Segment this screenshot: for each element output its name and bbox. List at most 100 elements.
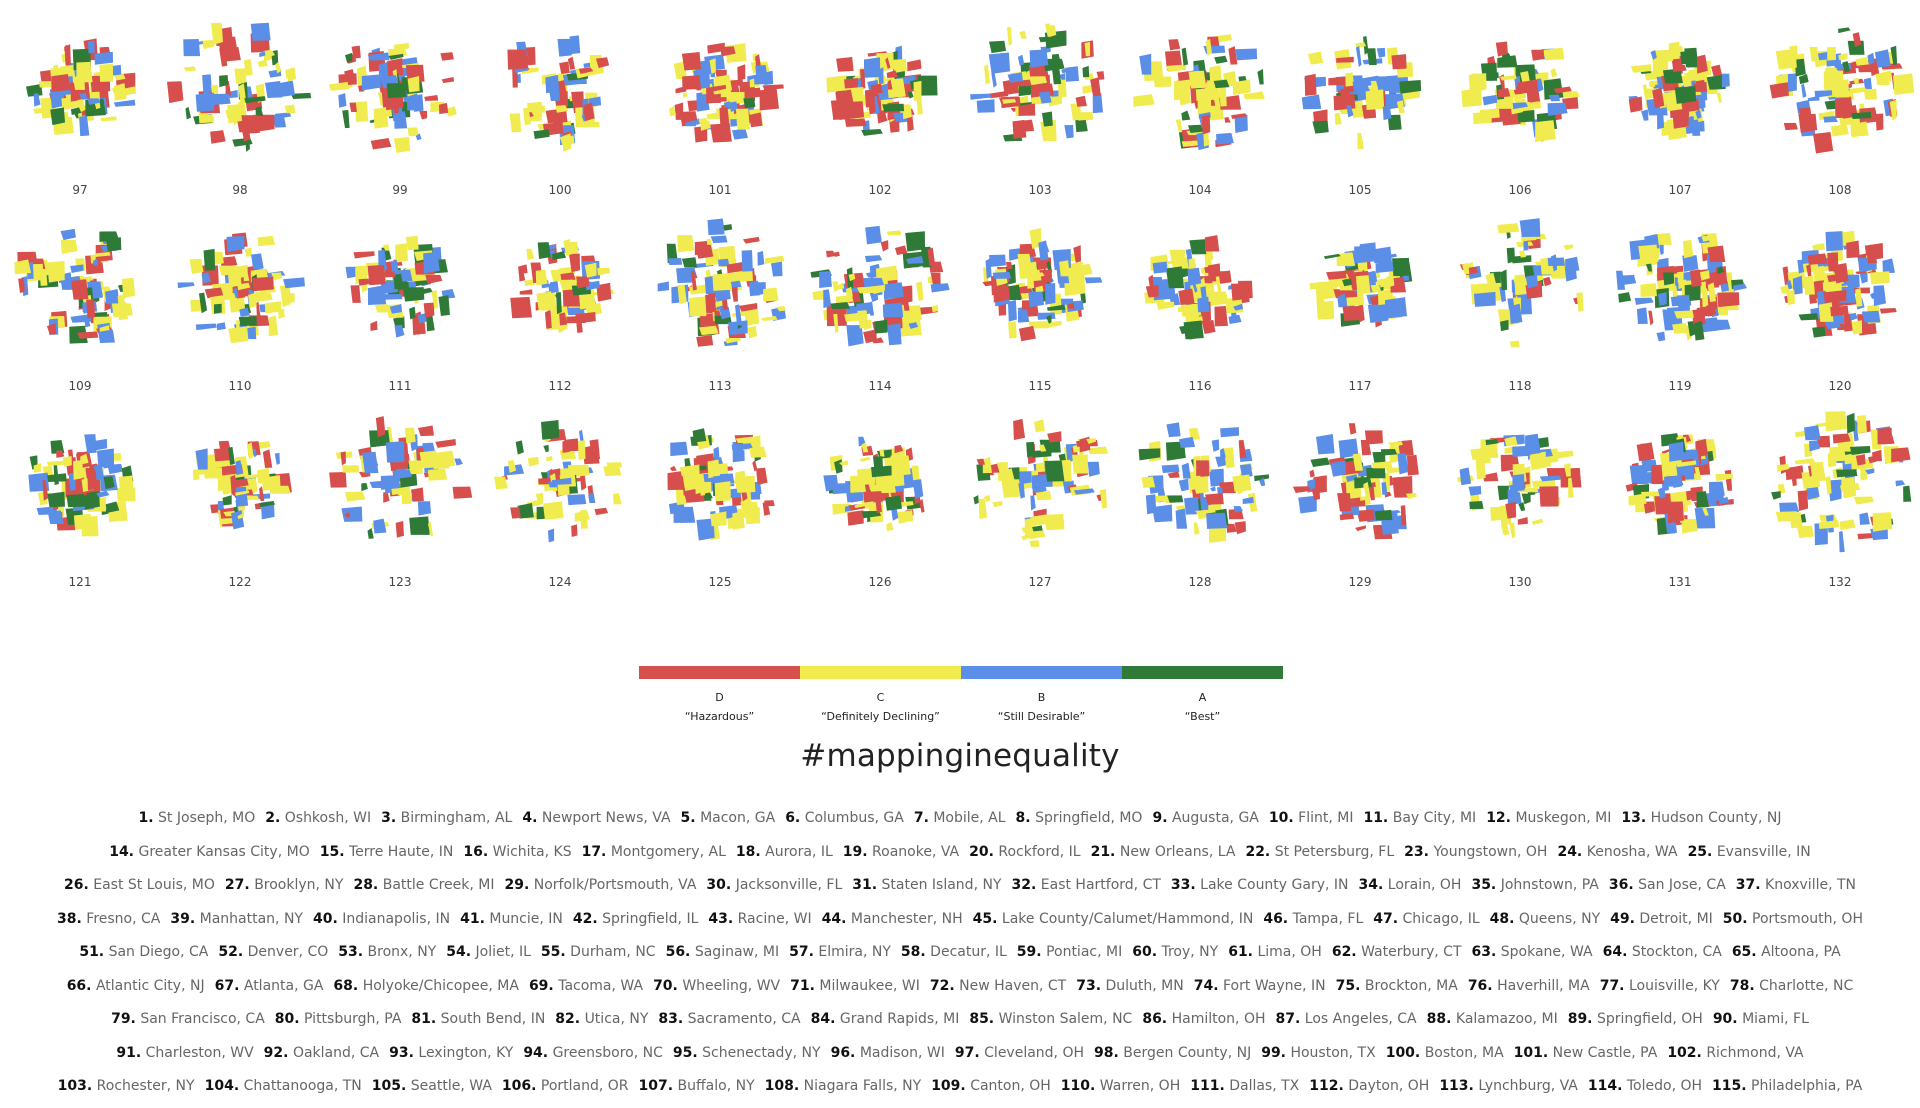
neighborhood-zone xyxy=(103,476,115,490)
neighborhood-zone xyxy=(1903,485,1912,502)
neighborhood-zone xyxy=(1861,310,1881,323)
neighborhood-zone xyxy=(992,500,1003,508)
city-name: Grand Rapids, MI xyxy=(839,1011,960,1027)
neighborhood-zone xyxy=(423,302,435,318)
neighborhood-zone xyxy=(1051,66,1062,85)
neighborhood-zone xyxy=(1812,326,1826,338)
neighborhood-zone xyxy=(1044,460,1065,482)
neighborhood-zone xyxy=(1348,500,1366,507)
neighborhood-zone xyxy=(1662,68,1683,84)
neighborhood-zone xyxy=(1506,247,1516,264)
neighborhood-zone xyxy=(1643,501,1656,514)
neighborhood-zone xyxy=(1694,120,1705,132)
neighborhood-zone xyxy=(367,285,387,305)
neighborhood-zone xyxy=(1205,493,1224,505)
city-map: 126 xyxy=(800,400,960,596)
neighborhood-zone xyxy=(1066,300,1084,313)
neighborhood-zone xyxy=(1618,292,1632,303)
neighborhood-zone xyxy=(719,46,736,57)
neighborhood-zone xyxy=(844,118,867,127)
neighborhood-zone xyxy=(1512,255,1532,264)
neighborhood-zone xyxy=(1509,340,1520,348)
neighborhood-zone xyxy=(1333,93,1356,111)
neighborhood-zone xyxy=(1683,239,1694,259)
neighborhood-zone xyxy=(1855,57,1869,66)
neighborhood-map xyxy=(193,440,292,530)
neighborhood-zone xyxy=(228,446,235,466)
city-map-grid: 97 98 99 100 101 102 103 104 105 106 107 108 109 110 1… xyxy=(0,8,1915,596)
neighborhood-zone xyxy=(723,101,731,111)
neighborhood-zone xyxy=(79,92,88,100)
city-name: South Bend, IN xyxy=(440,1011,546,1027)
neighborhood-zone xyxy=(1006,26,1013,47)
neighborhood-zone xyxy=(1028,76,1047,86)
city-number: 75. xyxy=(1335,977,1361,994)
neighborhood-zone xyxy=(1039,444,1047,452)
neighborhood-zone xyxy=(1180,303,1202,317)
neighborhood-zone xyxy=(885,57,891,69)
neighborhood-zone xyxy=(1499,319,1509,332)
neighborhood-zone xyxy=(548,86,561,102)
city-entry: 16. Wichita, KS xyxy=(463,840,571,864)
neighborhood-zone xyxy=(1316,434,1335,455)
city-entry: 52. Denver, CO xyxy=(218,940,328,964)
neighborhood-zone xyxy=(1038,91,1052,104)
neighborhood-zone xyxy=(1711,64,1723,78)
neighborhood-zone xyxy=(195,323,217,331)
neighborhood-zone xyxy=(1771,491,1781,500)
city-index-line: 66. Atlantic City, NJ 67. Atlanta, GA 68. … xyxy=(40,974,1880,1008)
city-map: 107 xyxy=(1600,8,1760,204)
city-map: 113 xyxy=(640,204,800,400)
city-entry: 12. Muskegon, MI xyxy=(1486,806,1611,830)
neighborhood-map xyxy=(1457,433,1582,539)
neighborhood-zone xyxy=(1392,475,1413,498)
neighborhood-zone xyxy=(578,67,594,75)
city-index-line: 103. Rochester, NY 104. Chattanooga, TN 10… xyxy=(40,1074,1880,1108)
neighborhood-zone xyxy=(1548,94,1561,102)
neighborhood-zone xyxy=(1178,478,1189,492)
neighborhood-zone xyxy=(1485,438,1499,446)
neighborhood-zone xyxy=(221,256,238,268)
map-number: 117 xyxy=(1348,379,1372,393)
neighborhood-zone xyxy=(1849,312,1858,321)
neighborhood-zone xyxy=(427,521,434,537)
neighborhood-zone xyxy=(106,237,122,252)
neighborhood-zone xyxy=(1045,283,1056,305)
neighborhood-map xyxy=(823,436,925,532)
city-name: Canton, OH xyxy=(970,1078,1051,1094)
neighborhood-zone xyxy=(697,465,707,471)
neighborhood-zone xyxy=(404,427,416,444)
city-number: 104. xyxy=(204,1078,240,1094)
city-name: Charleston, WV xyxy=(145,1044,254,1061)
neighborhood-zone xyxy=(257,235,276,247)
neighborhood-zone xyxy=(985,258,992,279)
neighborhood-zone xyxy=(1721,73,1730,88)
map-number: 124 xyxy=(548,575,572,589)
map-number: 114 xyxy=(868,379,892,393)
map-number: 123 xyxy=(388,575,412,589)
city-map: 118 xyxy=(1440,204,1600,400)
neighborhood-zone xyxy=(1485,272,1497,285)
neighborhood-zone xyxy=(1638,244,1659,263)
map-number: 109 xyxy=(68,379,92,393)
neighborhood-zone xyxy=(1005,261,1013,270)
neighborhood-zone xyxy=(759,88,779,111)
neighborhood-zone xyxy=(361,74,382,91)
city-map: 121 xyxy=(0,400,160,596)
neighborhood-zone xyxy=(882,103,905,112)
neighborhood-zone xyxy=(1851,320,1863,335)
city-number: 43. xyxy=(708,910,734,927)
neighborhood-zone xyxy=(1724,469,1733,491)
neighborhood-zone xyxy=(47,260,65,283)
neighborhood-zone xyxy=(1167,495,1184,503)
neighborhood-zone xyxy=(669,465,677,472)
neighborhood-zone xyxy=(1707,282,1716,303)
neighborhood-zone xyxy=(1312,120,1329,134)
city-number: 76. xyxy=(1467,977,1493,994)
neighborhood-zone xyxy=(844,313,859,322)
neighborhood-zone xyxy=(1708,481,1725,499)
neighborhood-zone xyxy=(1043,58,1065,72)
neighborhood-zone xyxy=(833,313,839,334)
neighborhood-zone xyxy=(1650,50,1657,60)
city-map: 116 xyxy=(1120,204,1280,400)
